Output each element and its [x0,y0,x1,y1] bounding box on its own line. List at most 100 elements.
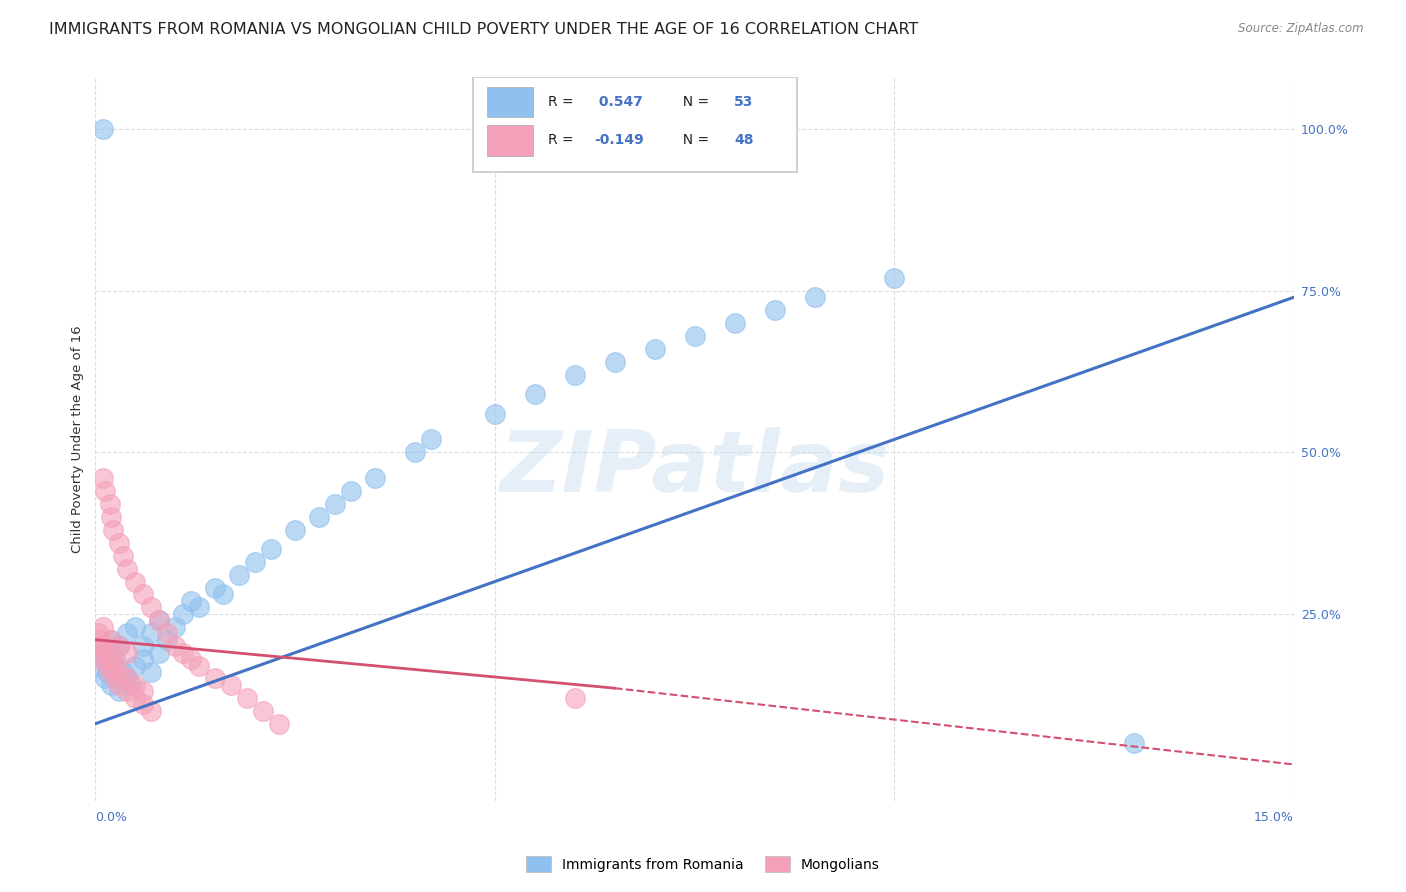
Point [219,678,242,692]
Point [96,646,118,660]
Point [96,665,118,679]
Text: N =: N = [675,95,714,109]
Point [484,407,506,421]
Point [132,684,155,698]
Point [141,626,163,640]
Point [108,535,131,549]
Legend: Immigrants from Romania, Mongolians: Immigrants from Romania, Mongolians [520,851,886,878]
Point [108,639,131,653]
Point [172,607,194,621]
Point [132,652,155,666]
Point [101,658,124,673]
Point [132,698,155,712]
Bar [472,78,797,171]
Point [93,122,115,136]
Point [94,672,117,686]
Point [117,684,139,698]
Point [156,632,179,647]
Point [120,678,142,692]
Point [188,658,211,673]
Point [100,632,122,647]
Point [100,510,122,524]
Point [683,329,706,343]
Point [108,678,131,692]
Point [117,626,139,640]
Point [124,678,146,692]
Point [93,646,115,660]
Point [117,672,139,686]
Text: 0.0%: 0.0% [96,811,128,824]
Point [564,690,586,705]
Point [141,600,163,615]
Point [763,303,786,318]
Point [104,672,127,686]
Point [94,484,117,499]
Point [420,433,443,447]
Point [87,626,110,640]
Point [323,497,346,511]
Point [124,574,146,589]
Point [124,658,146,673]
Point [723,316,745,330]
Text: IMMIGRANTS FROM ROMANIA VS MONGOLIAN CHILD POVERTY UNDER THE AGE OF 16 CORRELATI: IMMIGRANTS FROM ROMANIA VS MONGOLIAN CHI… [49,22,918,37]
Point [117,646,139,660]
Point [141,665,163,679]
Point [108,684,131,698]
Bar [488,125,533,155]
Point [204,581,226,595]
Text: Source: ZipAtlas.com: Source: ZipAtlas.com [1239,22,1364,36]
Point [156,626,179,640]
Point [93,471,115,485]
Point [228,568,250,582]
Point [603,355,626,369]
Point [124,620,146,634]
Point [204,672,226,686]
Point [132,587,155,601]
Point [148,646,170,660]
Point [172,646,194,660]
Point [165,639,187,653]
Point [117,672,139,686]
Text: R =: R = [548,95,578,109]
Point [89,639,111,653]
Point [564,368,586,382]
Point [90,652,112,666]
Point [883,270,905,285]
Y-axis label: Child Poverty Under the Age of 16: Child Poverty Under the Age of 16 [72,326,84,553]
Point [284,523,307,537]
Point [803,290,825,304]
Point [98,646,121,660]
Point [93,639,115,653]
Text: 15.0%: 15.0% [1254,811,1294,824]
Point [165,620,187,634]
Text: ZIPatlas: ZIPatlas [499,426,890,510]
Point [108,665,131,679]
Text: -0.149: -0.149 [593,134,644,147]
Point [90,652,112,666]
Point [148,613,170,627]
Point [96,658,118,673]
Point [101,523,124,537]
Point [243,555,266,569]
Point [100,652,122,666]
Point [269,716,291,731]
Text: 0.547: 0.547 [593,95,643,109]
Point [236,690,259,705]
Point [308,510,330,524]
Point [124,690,146,705]
Point [108,639,131,653]
Point [141,704,163,718]
Point [93,639,115,653]
Point [1123,736,1146,750]
Point [104,658,127,673]
Point [252,704,274,718]
Point [148,613,170,627]
Point [89,632,111,647]
Point [180,652,202,666]
Bar [488,87,533,117]
Point [100,678,122,692]
Point [188,600,211,615]
Point [100,665,122,679]
Text: R =: R = [548,134,578,147]
Text: N =: N = [675,134,714,147]
